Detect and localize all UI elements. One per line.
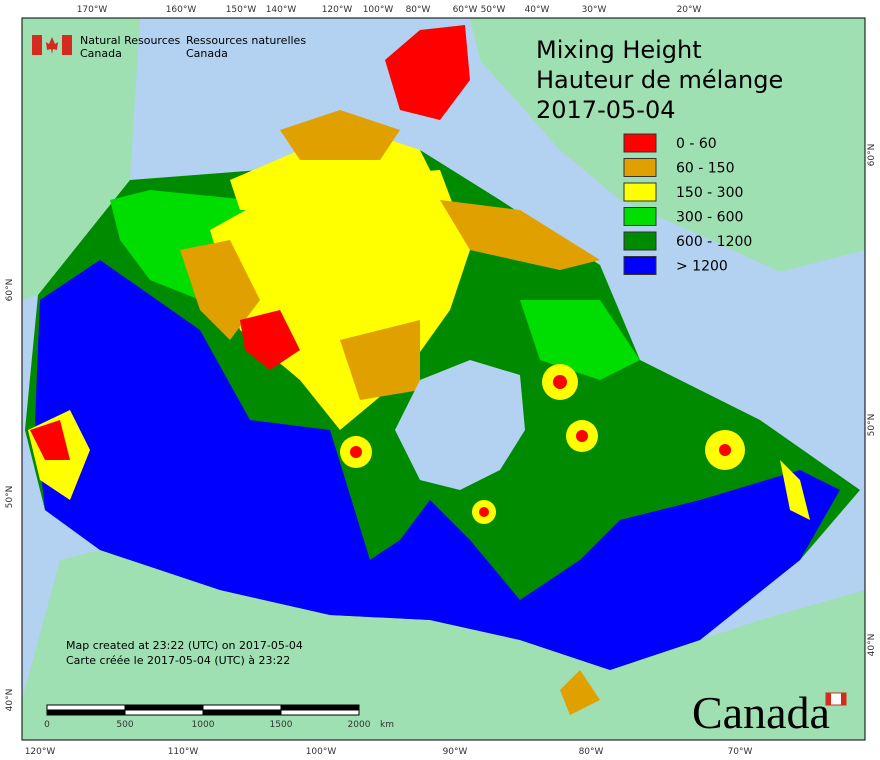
legend: 0 - 60 60 - 150 150 - 300 300 - 600 600 - 12… xyxy=(623,133,752,275)
longitude-label: 160°W xyxy=(166,5,197,15)
flag-bar xyxy=(32,35,42,55)
logo-text: Natural Resources xyxy=(80,34,181,47)
orange-zone xyxy=(180,240,260,340)
longitude-label: 60°W xyxy=(453,5,478,15)
title: 2017-05-04 xyxy=(536,96,675,124)
latitude-label: 60°N xyxy=(5,279,15,302)
scale-label: 0 xyxy=(44,720,50,730)
latitude-label: 50°N xyxy=(5,486,15,509)
orange-zone-2 xyxy=(340,320,420,400)
longitude-label: 150°W xyxy=(226,5,257,15)
frame-border xyxy=(21,17,866,741)
lake-orange xyxy=(560,670,600,715)
scale-label: 1000 xyxy=(192,720,215,730)
hotspot-core xyxy=(576,430,588,442)
scale-segment xyxy=(124,704,204,711)
longitude-label: 40°W xyxy=(525,5,550,15)
alaska xyxy=(22,18,140,300)
hudson-bay xyxy=(395,360,525,490)
labrador-green xyxy=(520,300,640,380)
baffin-orange xyxy=(440,200,600,270)
longitude-label: 50°W xyxy=(481,5,506,15)
longitude-label: 100°W xyxy=(306,747,337,757)
legend-swatch xyxy=(623,182,657,202)
legend-swatch xyxy=(623,231,657,251)
scale-bar: 0 500 1000 1500 2000 km xyxy=(44,704,394,730)
hotspot-core xyxy=(719,444,731,456)
scale-segment xyxy=(280,709,360,716)
legend-label: 300 - 600 xyxy=(676,210,743,226)
latitude-label: 40°N xyxy=(867,634,877,657)
usa xyxy=(22,550,865,740)
greenland xyxy=(470,18,865,272)
longitude-label: 70°W xyxy=(728,747,753,757)
logo-text: Canada xyxy=(80,47,122,60)
scale-segment xyxy=(46,704,126,711)
legend-swatch xyxy=(623,158,657,177)
scale-label: 1500 xyxy=(270,720,293,730)
longitude-label: 140°W xyxy=(266,5,297,15)
logo-text: Ressources naturelles xyxy=(186,34,306,47)
legend-swatch xyxy=(623,256,657,275)
graticule-labels: 170°W 160°W 150°W 140°W 120°W 100°W 80°W 60°W 50… xyxy=(5,5,877,757)
longitude-label: 170°W xyxy=(77,5,108,15)
nrc-logo: Natural Resources Canada Ressources natu… xyxy=(32,34,306,60)
scale-segment xyxy=(202,704,282,711)
longitude-label: 100°W xyxy=(363,5,394,15)
scale-unit: km xyxy=(380,720,394,730)
legend-swatch xyxy=(623,133,657,153)
logo-text: Canada xyxy=(186,47,228,60)
arctic-red xyxy=(385,25,470,120)
flag-bar xyxy=(841,693,846,705)
hotspot-core xyxy=(350,446,362,458)
legend-label: 150 - 300 xyxy=(676,185,743,201)
hotspot-core xyxy=(553,375,567,389)
longitude-label: 80°W xyxy=(579,747,604,757)
arctic-yellow xyxy=(230,130,440,210)
latitude-label: 50°N xyxy=(867,414,877,437)
canada-blue xyxy=(35,260,840,670)
flag-bar xyxy=(826,693,831,705)
scale-segment xyxy=(202,709,282,716)
latitude-label: 40°N xyxy=(5,689,15,712)
legend-swatch xyxy=(623,207,657,226)
wordmark-text: Canada xyxy=(692,687,830,738)
longitude-label: 120°W xyxy=(25,747,56,757)
legend-label: 60 - 150 xyxy=(676,161,735,177)
scale-label: 2000 xyxy=(348,720,371,730)
scale-label: 500 xyxy=(116,720,133,730)
scale-segment xyxy=(280,704,360,711)
red-zone xyxy=(240,310,300,370)
longitude-label: 120°W xyxy=(322,5,353,15)
map-frame xyxy=(21,17,866,741)
title: Mixing Height xyxy=(536,36,702,64)
maple-leaf xyxy=(46,37,58,54)
legend-label: 0 - 60 xyxy=(676,136,717,152)
credit: Map created at 23:22 (UTC) on 2017-05-04 xyxy=(66,639,303,652)
title: Hauteur de mélange xyxy=(536,66,783,94)
wordmark: Canada xyxy=(692,687,847,738)
longitude-label: 20°W xyxy=(677,5,702,15)
arctic-orange xyxy=(280,110,400,160)
legend-label: 600 - 1200 xyxy=(676,234,752,250)
legend-label: > 1200 xyxy=(676,259,728,275)
longitude-label: 80°W xyxy=(406,5,431,15)
flag-bar xyxy=(62,35,72,55)
longitude-label: 90°W xyxy=(443,747,468,757)
credit: Carte créée le 2017-05-04 (UTC) à 23:22 xyxy=(66,654,290,667)
maritime-yellow xyxy=(780,460,810,520)
coast-red xyxy=(30,420,70,460)
latitude-label: 60°N xyxy=(867,144,877,167)
longitude-label: 30°W xyxy=(582,5,607,15)
scale-segment xyxy=(46,709,126,716)
hotspot-core xyxy=(479,507,489,517)
scale-segment xyxy=(124,709,204,716)
longitude-label: 110°W xyxy=(168,747,199,757)
